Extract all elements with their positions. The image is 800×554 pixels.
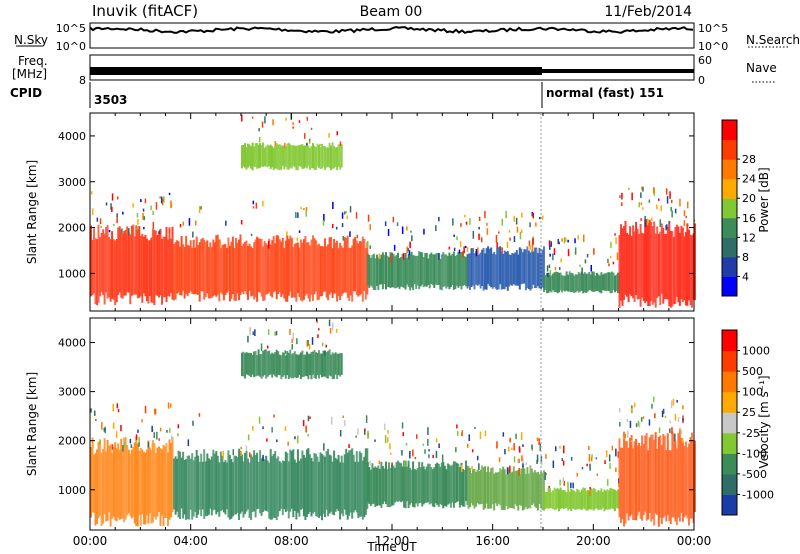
velocity-colorbar-tick-label: 25 — [742, 406, 756, 419]
velocity-xtick-label: 12:00 — [375, 534, 410, 548]
station-title: Inuvik (fitACF) — [92, 2, 198, 20]
velocity-colorbar-tick-label: 1000 — [742, 345, 770, 358]
velocity-frame — [89, 317, 695, 531]
power-colorbar-segment — [722, 198, 737, 219]
nsky-trace — [89, 25, 694, 35]
power-colorbar-tick-label: 20 — [742, 192, 756, 205]
freq-unit: [MHz] — [12, 67, 47, 81]
velocity-ytick-label: 4000 — [58, 337, 86, 350]
velocity-colorbar-segment — [722, 494, 737, 516]
velocity-colorbar-tick-label: -500 — [742, 468, 767, 481]
power-colorbar-segment — [722, 256, 737, 277]
velocity-ytick-label: 2000 — [58, 435, 86, 448]
velocity-scatter-band — [173, 413, 369, 521]
power-colorbar-tick-label: 28 — [742, 153, 756, 166]
velocity-colorbar-tick-label: -100 — [742, 447, 767, 460]
velocity-ytick-label: 1000 — [58, 484, 86, 497]
nsky-tick-bottom: 10^0 — [56, 40, 86, 53]
power-colorbar-segment — [722, 139, 737, 160]
velocity-colorbar-segment — [722, 453, 737, 475]
velocity-colorbar-label: Velocity [m s⁻¹] — [757, 375, 771, 468]
freq-trace-a — [90, 67, 542, 75]
velocity-colorbar-tick-label: 500 — [742, 365, 763, 378]
velocity-colorbar-tick-label: 100 — [742, 386, 763, 399]
power-colorbar-frame — [721, 119, 738, 297]
freq-trace-b — [542, 69, 694, 73]
nave-tick-top: 60 — [698, 54, 712, 67]
nsky-label: N.Sky — [14, 33, 48, 47]
power-colorbar-label: Power [dB] — [757, 167, 771, 232]
power-colorbar-tick-label: 8 — [742, 251, 749, 264]
power-scatter-band — [173, 200, 369, 302]
power-colorbar-tick-label: 12 — [742, 231, 756, 244]
velocity-scatter-band — [241, 319, 343, 380]
velocity-colorbar-frame — [721, 329, 738, 516]
xlabel: Time UT — [366, 540, 417, 554]
power-ytick-label: 1000 — [58, 267, 86, 280]
velocity-xtick-label: 20:00 — [576, 534, 611, 548]
date-title: 11/Feb/2014 — [604, 4, 692, 20]
power-colorbar-segment — [722, 120, 737, 141]
velocity-scatter-band — [366, 422, 469, 509]
velocity-colorbar-segment — [722, 330, 737, 352]
velocity-xtick-label: 00:00 — [677, 534, 712, 548]
velocity-scatter-band — [90, 402, 174, 527]
power-ylabel: Slant Range [km] — [25, 160, 39, 264]
freq-panel: Freq. [MHz] 8 60 0 Nave — [12, 54, 777, 87]
power-colorbar-segment — [722, 159, 737, 180]
power-colorbar-segment — [722, 237, 737, 258]
velocity-xtick-label: 00:00 — [73, 534, 108, 548]
velocity-colorbar-segment — [722, 473, 737, 495]
power-scatter-band — [366, 214, 469, 291]
cpid-segment-1: 3503 — [94, 93, 127, 107]
power-scatter-band — [618, 186, 696, 308]
power-colorbar-tick-label: 16 — [742, 212, 756, 225]
nsky-panel: N.Sky 10^5 10^0 10^5 10^0 N.Search — [14, 22, 800, 53]
beam-title: Beam 00 — [360, 4, 423, 20]
power-colorbar-segment — [722, 276, 737, 297]
velocity-colorbar-tick-label: -25 — [742, 427, 760, 440]
freq-tick: 8 — [79, 74, 86, 87]
velocity-colorbar-segment — [722, 391, 737, 413]
nsearch-label: N.Search — [746, 33, 800, 47]
velocity-xtick-label: 16:00 — [475, 534, 510, 548]
power-frame — [89, 112, 695, 312]
power-scatter-band — [90, 191, 174, 306]
nave-label: Nave — [746, 61, 777, 75]
nave-tick-bottom: 0 — [698, 74, 705, 87]
velocity-ytick-label: 3000 — [58, 386, 86, 399]
power-ytick-label: 3000 — [58, 176, 86, 189]
power-colorbar-segment — [722, 217, 737, 238]
nsearch-tick-bottom: 10^0 — [698, 40, 728, 53]
power-ytick-label: 4000 — [58, 130, 86, 143]
cpid-segment-2: normal (fast) 151 — [546, 86, 664, 100]
velocity-colorbar-tick-label: -1000 — [742, 488, 774, 501]
velocity-xtick-label: 08:00 — [274, 534, 309, 548]
cpid-row: CPID 3503 normal (fast) 151 — [10, 82, 664, 108]
power-scatter-band — [543, 233, 621, 294]
power-scatter-band — [241, 113, 343, 171]
nsearch-tick-top: 10^5 — [698, 22, 728, 35]
velocity-colorbar-segment — [722, 412, 737, 434]
power-colorbar-tick-label: 4 — [742, 270, 749, 283]
velocity-xtick-label: 04:00 — [173, 534, 208, 548]
cpid-label: CPID — [10, 86, 42, 100]
velocity-colorbar-segment — [722, 371, 737, 393]
power-panel: 1000 2000 3000 4000 Slant Range [km] 4 8 12 16… — [25, 112, 771, 312]
velocity-scatter-band — [543, 445, 621, 512]
velocity-scatter-band — [618, 396, 696, 527]
velocity-ylabel: Slant Range [km] — [25, 372, 39, 476]
velocity-colorbar-segment — [722, 432, 737, 454]
velocity-scatter-band — [467, 426, 545, 511]
power-colorbar-segment — [722, 178, 737, 199]
freq-label: Freq. — [18, 54, 48, 68]
nsky-tick-top: 10^5 — [56, 22, 86, 35]
power-colorbar-tick-label: 24 — [742, 173, 756, 186]
power-scatter-band — [467, 210, 545, 291]
velocity-colorbar-segment — [722, 350, 737, 372]
power-ytick-label: 2000 — [58, 222, 86, 235]
velocity-panel: 1000 2000 3000 4000 00:00 04:00 08:00 12:00 16:0… — [25, 317, 774, 554]
